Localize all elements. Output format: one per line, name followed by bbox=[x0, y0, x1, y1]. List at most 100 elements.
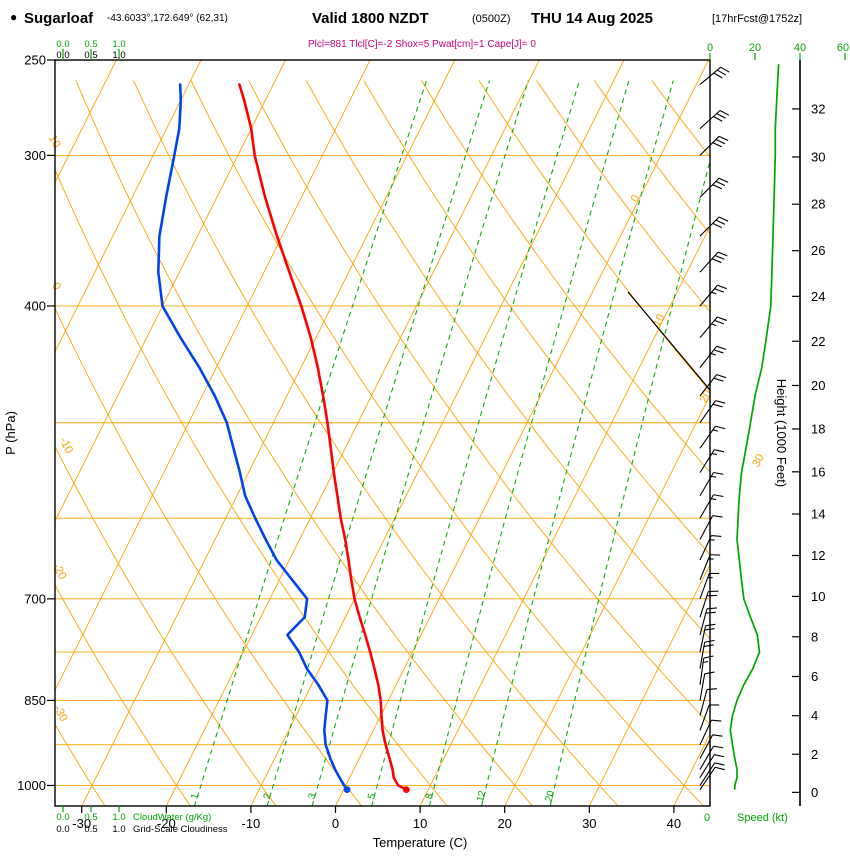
wind-barb-feather bbox=[703, 655, 714, 659]
dry-adiabat-line bbox=[55, 723, 106, 806]
wind-barb bbox=[699, 704, 720, 731]
wind-barb-feather bbox=[714, 754, 725, 758]
wind-barb-feather bbox=[715, 180, 726, 187]
isotherm-line bbox=[55, 60, 371, 692]
dry-adiabat-label: -30 bbox=[51, 703, 69, 723]
wind-barb bbox=[699, 607, 717, 636]
wind-barb-half-feather bbox=[711, 291, 717, 295]
wind-barb-feather bbox=[714, 762, 725, 766]
dry-adiabat-line bbox=[825, 81, 850, 807]
wind-barb-staff bbox=[699, 754, 715, 778]
dry-adiabat-line bbox=[593, 80, 710, 235]
dry-adiabat-line bbox=[363, 80, 710, 556]
wind-barb-feather bbox=[706, 688, 717, 691]
cloudiness-bottom-tick-label: 0.0 bbox=[56, 824, 69, 835]
wind-barb-feather bbox=[715, 425, 726, 430]
dry-adiabat-label: 10 bbox=[46, 133, 63, 150]
cloudiness-bottom-tick-label: 0.5 bbox=[84, 824, 97, 835]
wind-barb bbox=[699, 135, 729, 156]
wind-barb bbox=[699, 655, 714, 685]
wind-barb-feather bbox=[712, 403, 723, 408]
surface-dewpoint-dot bbox=[343, 786, 351, 794]
wind-barb bbox=[699, 554, 721, 580]
wind-barb bbox=[699, 671, 715, 701]
dry-adiabat-line bbox=[190, 80, 705, 806]
wind-barb bbox=[699, 688, 717, 716]
wind-barb-feather bbox=[713, 494, 724, 498]
background-isolines bbox=[55, 60, 850, 807]
wind-barb-feather bbox=[716, 69, 727, 76]
wind-barb bbox=[699, 66, 730, 85]
wind-barb-half-feather bbox=[711, 475, 717, 478]
pressure-tick-label: 300 bbox=[24, 148, 46, 163]
isotherm-label: 10 bbox=[651, 312, 668, 329]
wind-barb-feather bbox=[713, 471, 724, 475]
temperature-tick-label: -30 bbox=[72, 816, 91, 831]
speed-tick-label: 0 bbox=[707, 42, 713, 54]
cloudwater-scale-title: CloudWater (g/Kg) bbox=[133, 812, 211, 823]
wind-barb-feather bbox=[719, 110, 730, 116]
isotherm-line bbox=[81, 60, 456, 806]
pressure-tick-label: 1000 bbox=[17, 778, 46, 793]
temperature-tick-label: -20 bbox=[157, 816, 176, 831]
mixing-ratio-line bbox=[266, 80, 491, 806]
wind-barb-feather bbox=[714, 766, 725, 771]
height-tick-label: 28 bbox=[811, 197, 825, 212]
wind-barb-feather bbox=[720, 66, 730, 73]
height-tick-label: 26 bbox=[811, 243, 825, 258]
cloudiness-top-tick-label: 0.5 bbox=[84, 50, 97, 61]
cloudwater-bottom-tick-label: 1.0 bbox=[112, 812, 125, 823]
pressure-tick-label: 250 bbox=[24, 53, 46, 68]
wind-barb-half-feather bbox=[710, 352, 717, 356]
dry-adiabat-line bbox=[55, 168, 448, 806]
wind-barb-feather bbox=[715, 219, 726, 225]
dewpoint-curve bbox=[157, 83, 349, 791]
height-tick-label: 32 bbox=[811, 101, 825, 116]
isotherm-line bbox=[165, 60, 540, 806]
height-tick-label: 10 bbox=[811, 589, 825, 604]
isotherm-label: 30 bbox=[750, 452, 767, 469]
height-tick-label: 8 bbox=[811, 629, 818, 644]
temperature-tick-label: 40 bbox=[667, 816, 681, 831]
cloudwater-top-tick-label: 1.0 bbox=[112, 39, 125, 50]
height-tick-label: 12 bbox=[811, 548, 825, 563]
wind-barb bbox=[699, 762, 725, 786]
height-tick-label: 0 bbox=[811, 785, 818, 800]
wind-barb-staff bbox=[699, 762, 716, 786]
wind-barb bbox=[699, 284, 727, 307]
wind-barb-feather bbox=[703, 644, 714, 648]
wind-barb-feather bbox=[717, 251, 728, 257]
forecast-lead-info: [17hrFcst@1752z] bbox=[712, 13, 802, 25]
wind-barb bbox=[699, 745, 724, 770]
wind-barb-feather bbox=[711, 258, 722, 264]
wind-barb-staff bbox=[699, 745, 714, 770]
height-tick-label: 30 bbox=[811, 149, 825, 164]
wind-barb-half-feather bbox=[711, 323, 717, 327]
cloudwater-top-tick-label: 0.5 bbox=[84, 39, 97, 50]
pressure-tick-label: 850 bbox=[24, 693, 46, 708]
wind-barb-staff bbox=[699, 766, 716, 790]
wind-barb-feather bbox=[714, 449, 725, 453]
wind-barb-feather bbox=[712, 515, 723, 518]
dry-adiabat-line bbox=[55, 445, 277, 806]
speed-tick-label: 20 bbox=[749, 42, 761, 54]
pressure-axis-title: P (hPa) bbox=[3, 411, 18, 455]
height-tick-label: 24 bbox=[811, 289, 825, 304]
height-tick-label: 16 bbox=[811, 464, 825, 479]
speed-axis-title: Speed (kt) bbox=[737, 812, 788, 824]
wind-barb-feather bbox=[715, 139, 726, 145]
wind-barb-feather bbox=[718, 216, 729, 222]
wind-barb-feather bbox=[713, 377, 724, 382]
cloudiness-bottom-tick-label: 1.0 bbox=[112, 824, 125, 835]
dry-adiabat-line bbox=[55, 307, 362, 806]
wind-barb-feather bbox=[712, 142, 723, 148]
wind-barb-feather bbox=[712, 222, 723, 229]
speed-axis-zero-label: 0 bbox=[704, 812, 710, 824]
wind-barb bbox=[699, 471, 724, 497]
frame-diagonal-line bbox=[627, 291, 711, 391]
wind-barb-feather bbox=[714, 254, 725, 260]
mixing-ratio-label: 5 bbox=[366, 792, 378, 801]
wind-barb-feather bbox=[714, 288, 725, 293]
wind-barb-half-feather bbox=[712, 429, 718, 432]
